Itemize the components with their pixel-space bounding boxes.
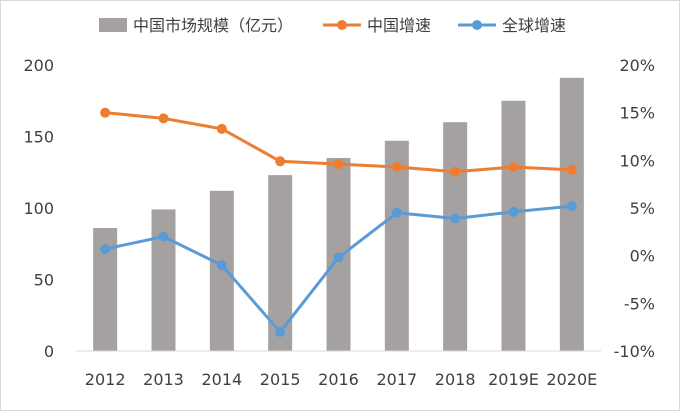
x-tick-label: 2018 <box>435 370 476 389</box>
china-growth-point-2018 <box>450 166 461 177</box>
right-tick-label: -10% <box>614 342 655 361</box>
left-tick-label: 100 <box>23 199 54 218</box>
china-growth-point-2019E <box>508 162 519 173</box>
legend-swatch-market-size <box>99 18 127 32</box>
global-growth-point-2020E <box>566 201 577 212</box>
right-tick-label: 20% <box>619 56 655 75</box>
bar-2017 <box>384 140 409 351</box>
global-growth-point-2013 <box>158 231 169 242</box>
x-tick-label: 2020E <box>546 370 597 389</box>
x-tick-label: 2012 <box>85 370 126 389</box>
china-growth-point-2015 <box>275 156 286 167</box>
left-tick-label: 50 <box>34 271 54 290</box>
left-tick-label: 200 <box>23 56 54 75</box>
legend-label-china-growth: 中国增速 <box>367 16 431 35</box>
x-tick-label: 2016 <box>318 370 359 389</box>
x-tick-label: 2014 <box>201 370 242 389</box>
x-tick-label: 2017 <box>376 370 417 389</box>
global-growth-point-2019E <box>508 206 519 217</box>
left-tick-label: 150 <box>23 128 54 147</box>
legend-marker-china-growth <box>337 20 347 30</box>
china-growth-point-2017 <box>391 162 402 173</box>
legend-label-global-growth: 全球增速 <box>502 16 566 35</box>
x-tick-label: 2019E <box>488 370 539 389</box>
china-growth-point-2016 <box>333 159 344 170</box>
right-tick-label: 10% <box>619 151 655 170</box>
bar-2014 <box>209 190 234 351</box>
bar-2020E <box>559 77 584 352</box>
legend-label-market-size: 中国市场规模（亿元） <box>133 16 293 35</box>
left-tick-label: 0 <box>44 342 54 361</box>
china-growth-point-2014 <box>216 123 227 134</box>
global-growth-point-2014 <box>216 260 227 271</box>
china-growth-point-2020E <box>566 164 577 175</box>
china-growth-point-2013 <box>158 113 169 124</box>
line-series <box>100 107 577 337</box>
left-axis-ticks: 0 50 100 150 200 <box>23 56 54 361</box>
right-tick-label: 15% <box>619 104 655 123</box>
bar-2015 <box>268 175 293 351</box>
global-growth-point-2018 <box>450 213 461 224</box>
global-growth-point-2016 <box>333 252 344 263</box>
bar-2018 <box>443 122 468 351</box>
right-tick-label: 0% <box>630 247 655 266</box>
legend-marker-global-growth <box>472 20 482 30</box>
bar-2013 <box>151 209 176 351</box>
global-growth-point-2015 <box>275 326 286 337</box>
right-axis-ticks: -10% -5% 0% 5% 10% 15% 20% <box>614 56 655 361</box>
right-tick-label: 5% <box>630 199 655 218</box>
right-tick-label: -5% <box>624 294 655 313</box>
global-growth-point-2012 <box>100 243 111 254</box>
x-axis-ticks: 2012 2013 2014 2015 2016 2017 2018 2019E 2020E <box>85 370 597 389</box>
bar-2019E <box>501 100 526 351</box>
x-tick-label: 2013 <box>143 370 184 389</box>
chart-legend: 中国市场规模（亿元） 中国增速 全球增速 <box>99 16 566 35</box>
china-growth-point-2012 <box>100 107 111 118</box>
global-growth-point-2017 <box>391 207 402 218</box>
x-tick-label: 2015 <box>260 370 301 389</box>
